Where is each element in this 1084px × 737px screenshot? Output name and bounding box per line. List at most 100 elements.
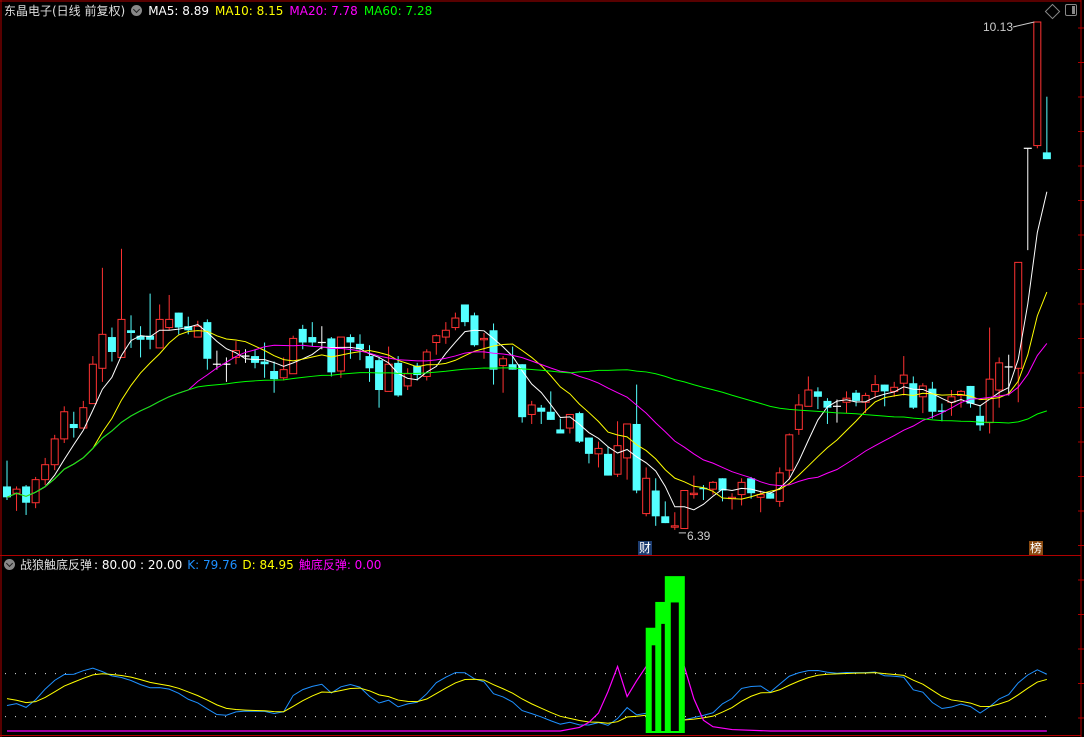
d-line	[6, 672, 1047, 724]
ranking-list-tag[interactable]: 榜	[1029, 541, 1043, 555]
candle-up	[50, 438, 59, 466]
candle-down	[203, 322, 212, 359]
candle-up	[623, 423, 632, 459]
candle-up	[995, 362, 1004, 391]
candle-up	[594, 447, 603, 455]
candle-up	[756, 494, 765, 498]
d-value: D: 84.95	[242, 558, 294, 572]
candle-up	[785, 434, 794, 471]
candle-down	[928, 388, 937, 412]
candle-up	[499, 358, 508, 367]
ma10-line	[6, 291, 1048, 500]
candle-up	[155, 318, 164, 349]
candle-up	[957, 390, 965, 396]
candle-down	[308, 337, 317, 343]
candle-up	[708, 481, 717, 490]
ma60-line	[6, 367, 1048, 498]
ma5-value: MA5: 8.89	[148, 4, 209, 18]
candle-down	[766, 493, 775, 499]
candle-down	[174, 312, 183, 328]
candle-down	[508, 364, 517, 370]
candle-down	[136, 335, 145, 340]
candle-up	[775, 472, 784, 502]
candle-down	[699, 487, 708, 490]
candle-up	[193, 325, 202, 338]
ma20-line	[6, 343, 1048, 498]
candle-down	[518, 364, 527, 418]
candle-up	[1014, 261, 1023, 369]
indicator-name[interactable]: 战狼触底反弹	[20, 558, 93, 572]
candle-down	[260, 361, 269, 365]
candle-down	[718, 478, 727, 491]
candle-down	[489, 330, 498, 370]
candle-down	[1042, 152, 1051, 160]
candle-up	[289, 337, 298, 375]
candle-up	[88, 363, 97, 405]
candle-down	[823, 400, 832, 408]
candle-up	[670, 525, 679, 528]
candle-up	[451, 317, 460, 329]
candle-up	[165, 318, 174, 329]
candle-down	[146, 335, 155, 340]
candle-down	[546, 411, 555, 420]
indicator-params: : 80.00 : 20.00	[94, 558, 183, 572]
candle-down	[604, 453, 613, 476]
signal-bar-inner	[670, 602, 679, 731]
main-chart-header: 东晶电子(日线 前复权) MA5: 8.89 MA10: 8.15 MA20: 7.7…	[4, 3, 438, 19]
candle-down	[651, 490, 660, 517]
indicator-header: 战狼触底反弹: 80.00 : 20.00 K: 79.76 D: 84.95 触底反…	[4, 557, 386, 573]
candle-up	[98, 333, 107, 369]
candle-down	[584, 437, 593, 454]
candle-up	[642, 477, 651, 515]
candle-up	[680, 490, 689, 530]
chevron-down-icon[interactable]	[131, 5, 143, 16]
candle-down	[346, 337, 355, 343]
candle-down	[365, 356, 374, 369]
candle-down	[537, 407, 546, 412]
candle-up	[384, 363, 393, 392]
low-price-label: 6.39	[687, 529, 711, 543]
candle-up	[117, 318, 126, 358]
panel-toggle-icon[interactable]	[1065, 4, 1077, 16]
candle-down	[327, 338, 336, 373]
ma60-value: MA60: 7.28	[363, 4, 433, 18]
candle-up	[899, 374, 908, 384]
candle-up	[1033, 21, 1042, 147]
candle-down	[575, 413, 584, 442]
high-price-label: 10.13	[983, 20, 1014, 34]
ma10-value: MA10: 8.15	[214, 4, 284, 18]
candle-up	[79, 407, 88, 429]
chevron-down-icon[interactable]	[4, 559, 15, 570]
candle-down	[976, 415, 985, 426]
candle-down	[661, 516, 670, 524]
candle-down	[813, 391, 822, 397]
signal-line	[7, 664, 1047, 732]
candle-up	[279, 369, 288, 379]
candle-up	[441, 329, 450, 338]
candle-down	[852, 392, 861, 401]
stock-title[interactable]: 东晶电子(日线 前复权)	[4, 4, 126, 18]
candle-down	[184, 326, 193, 331]
candle-up	[804, 389, 813, 407]
candle-up	[432, 335, 441, 343]
candle-up	[336, 336, 345, 372]
candle-down	[556, 429, 565, 434]
financial-report-tag[interactable]: 财	[638, 541, 652, 555]
candle-down	[966, 385, 975, 404]
candle-down	[22, 486, 31, 503]
candle-up	[861, 394, 870, 403]
candle-up	[689, 492, 698, 496]
k-line	[6, 667, 1048, 726]
candle-down	[107, 337, 116, 352]
candle-up	[565, 413, 574, 429]
candle-down	[937, 410, 946, 412]
candle-up	[403, 373, 412, 387]
candle-down	[375, 360, 384, 391]
candle-down	[270, 371, 279, 380]
candle-up	[871, 384, 880, 392]
high-arrow	[1012, 21, 1035, 28]
candle-down	[69, 423, 78, 429]
candle-up	[613, 445, 622, 475]
candle-up	[12, 488, 21, 494]
